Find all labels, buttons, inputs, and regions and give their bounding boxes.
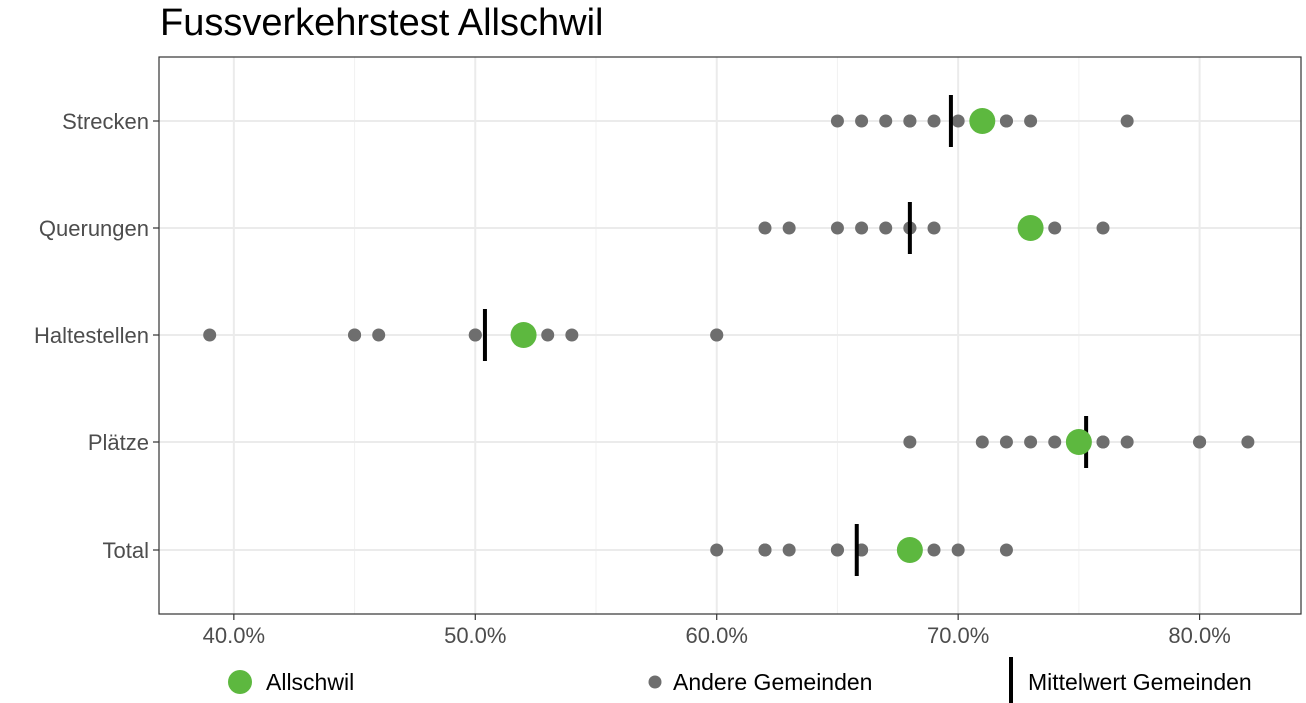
andere-gemeinden-point bbox=[469, 329, 482, 342]
andere-gemeinden-point bbox=[855, 115, 868, 128]
y-tick-label: Total bbox=[103, 538, 149, 563]
andere-gemeinden-point bbox=[976, 436, 989, 449]
x-tick-label: 40.0% bbox=[203, 623, 265, 648]
andere-gemeinden-point bbox=[855, 222, 868, 235]
andere-gemeinden-point bbox=[952, 115, 965, 128]
andere-gemeinden-point bbox=[879, 115, 892, 128]
andere-gemeinden-point bbox=[1241, 436, 1254, 449]
andere-gemeinden-point bbox=[348, 329, 361, 342]
andere-gemeinden-point bbox=[710, 544, 723, 557]
x-tick-label: 50.0% bbox=[444, 623, 506, 648]
allschwil-point bbox=[1018, 215, 1044, 241]
legend: Allschwil Andere Gemeinden Mittelwert Ge… bbox=[228, 657, 1252, 703]
andere-gemeinden-point bbox=[903, 436, 916, 449]
andere-gemeinden-point bbox=[928, 222, 941, 235]
andere-gemeinden-point bbox=[1024, 115, 1037, 128]
andere-gemeinden-point bbox=[1000, 115, 1013, 128]
andere-gemeinden-point bbox=[372, 329, 385, 342]
andere-gemeinden-point bbox=[1097, 222, 1110, 235]
allschwil-point bbox=[1066, 429, 1092, 455]
andere-gemeinden-point bbox=[1097, 436, 1110, 449]
andere-gemeinden-point bbox=[831, 115, 844, 128]
andere-gemeinden-point bbox=[1121, 436, 1134, 449]
y-tick-label: Haltestellen bbox=[34, 323, 149, 348]
y-tick-label: Plätze bbox=[88, 430, 149, 455]
andere-gemeinden-point bbox=[1000, 544, 1013, 557]
x-tick-label: 70.0% bbox=[927, 623, 989, 648]
andere-gemeinden-point bbox=[203, 329, 216, 342]
allschwil-point bbox=[511, 322, 537, 348]
andere-gemeinden-point bbox=[928, 115, 941, 128]
allschwil-point bbox=[897, 537, 923, 563]
legend-andere-gemeinden-icon bbox=[649, 676, 662, 689]
x-tick-label: 60.0% bbox=[686, 623, 748, 648]
andere-gemeinden-point bbox=[759, 544, 772, 557]
andere-gemeinden-point bbox=[831, 222, 844, 235]
andere-gemeinden-point bbox=[1048, 222, 1061, 235]
allschwil-point bbox=[969, 108, 995, 134]
legend-label-mittelwert-gemeinden: Mittelwert Gemeinden bbox=[1028, 669, 1252, 695]
andere-gemeinden-point bbox=[783, 544, 796, 557]
andere-gemeinden-point bbox=[565, 329, 578, 342]
legend-label-allschwil: Allschwil bbox=[266, 669, 354, 695]
andere-gemeinden-point bbox=[1193, 436, 1206, 449]
andere-gemeinden-point bbox=[952, 544, 965, 557]
legend-allschwil-icon bbox=[228, 670, 252, 694]
andere-gemeinden-point bbox=[1048, 436, 1061, 449]
legend-label-andere-gemeinden: Andere Gemeinden bbox=[673, 669, 872, 695]
andere-gemeinden-point bbox=[1024, 436, 1037, 449]
y-tick-label: Strecken bbox=[62, 109, 149, 134]
andere-gemeinden-point bbox=[759, 222, 772, 235]
axes: 40.0% 50.0% 60.0% 70.0% 80.0% Strecken Querung… bbox=[34, 109, 1231, 648]
andere-gemeinden-point bbox=[831, 544, 844, 557]
andere-gemeinden-point bbox=[879, 222, 892, 235]
x-tick-label: 80.0% bbox=[1168, 623, 1230, 648]
andere-gemeinden-point bbox=[710, 329, 723, 342]
andere-gemeinden-point bbox=[541, 329, 554, 342]
grid-lines bbox=[159, 57, 1301, 614]
andere-gemeinden-point bbox=[783, 222, 796, 235]
andere-gemeinden-point bbox=[1121, 115, 1134, 128]
andere-gemeinden-point bbox=[1000, 436, 1013, 449]
andere-gemeinden-point bbox=[928, 544, 941, 557]
y-tick-label: Querungen bbox=[39, 216, 149, 241]
andere-gemeinden-point bbox=[903, 115, 916, 128]
